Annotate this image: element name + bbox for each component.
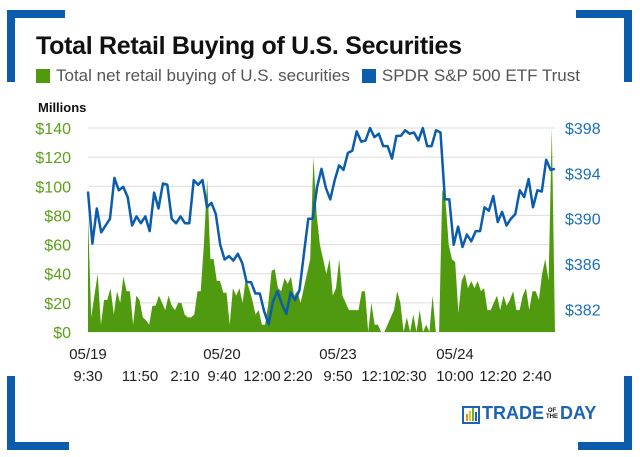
left-tick-label: $80 xyxy=(44,208,71,225)
frame-corner-tr-h xyxy=(576,10,632,18)
right-tick-label: $386 xyxy=(565,257,601,274)
legend-label-spdr: SPDR S&P 500 ETF Trust xyxy=(381,66,580,85)
trade-of-the-day-logo: TRADE OF THE DAY xyxy=(462,403,596,424)
logo-bars-icon xyxy=(462,405,480,424)
left-tick-label: $40 xyxy=(44,267,71,284)
x-tick-date: 05/19 xyxy=(69,346,107,363)
left-tick-label: $0 xyxy=(53,325,71,342)
x-tick-time: 9:40 xyxy=(207,368,236,385)
x-tick-time: 2:10 xyxy=(170,368,199,385)
x-tick-time: 11:50 xyxy=(122,368,158,385)
left-tick-label: $120 xyxy=(35,150,71,167)
x-tick-time: 9:30 xyxy=(73,368,102,385)
frame-corner-tr-v xyxy=(624,10,632,82)
logo-text-trade: TRADE xyxy=(482,403,544,423)
left-tick-label: $100 xyxy=(35,179,71,196)
right-tick-label: $382 xyxy=(565,302,601,319)
logo-text-day: DAY xyxy=(560,403,597,423)
frame-corner-tl-v xyxy=(7,10,15,82)
x-tick-time: 9:50 xyxy=(323,368,352,385)
frame-corner-tl-h xyxy=(7,10,65,18)
right-tick-label: $394 xyxy=(565,166,601,183)
x-tick-date: 05/20 xyxy=(203,346,241,363)
left-tick-label: $60 xyxy=(44,238,71,255)
right-tick-label: $390 xyxy=(565,212,601,229)
x-tick-time: 10:00 xyxy=(436,368,474,385)
frame-corner-br-h xyxy=(578,442,632,450)
frame-corner-bl-h xyxy=(7,442,69,450)
right-tick-label: $398 xyxy=(565,121,601,138)
x-tick-date: 05/24 xyxy=(436,346,474,363)
series-area-retail-buying xyxy=(88,128,555,332)
left-tick-label: $20 xyxy=(44,296,71,313)
legend-swatch-spdr xyxy=(361,69,376,83)
logo-text-of-the: OF THE xyxy=(546,407,558,420)
frame-corner-bl-v xyxy=(7,376,15,450)
legend-swatch-retail xyxy=(36,69,50,83)
left-tick-label: $140 xyxy=(35,121,71,138)
x-tick-time: 12:10 xyxy=(361,368,399,385)
x-tick-time: 2:40 xyxy=(522,368,551,385)
legend: Total net retail buying of U.S. securiti… xyxy=(36,66,580,86)
x-tick-date: 05/23 xyxy=(319,346,357,363)
x-tick-time: 12:00 xyxy=(243,368,281,385)
y-axis-label: Millions xyxy=(38,100,87,115)
x-tick-time: 2:30 xyxy=(397,368,426,385)
legend-label-retail: Total net retail buying of U.S. securiti… xyxy=(56,66,350,85)
series-line-spdr xyxy=(86,126,556,326)
x-tick-time: 2:20 xyxy=(283,368,312,385)
x-tick-time: 12:20 xyxy=(479,368,517,385)
frame-corner-br-v xyxy=(624,376,632,450)
chart-title: Total Retail Buying of U.S. Securities xyxy=(36,32,462,60)
